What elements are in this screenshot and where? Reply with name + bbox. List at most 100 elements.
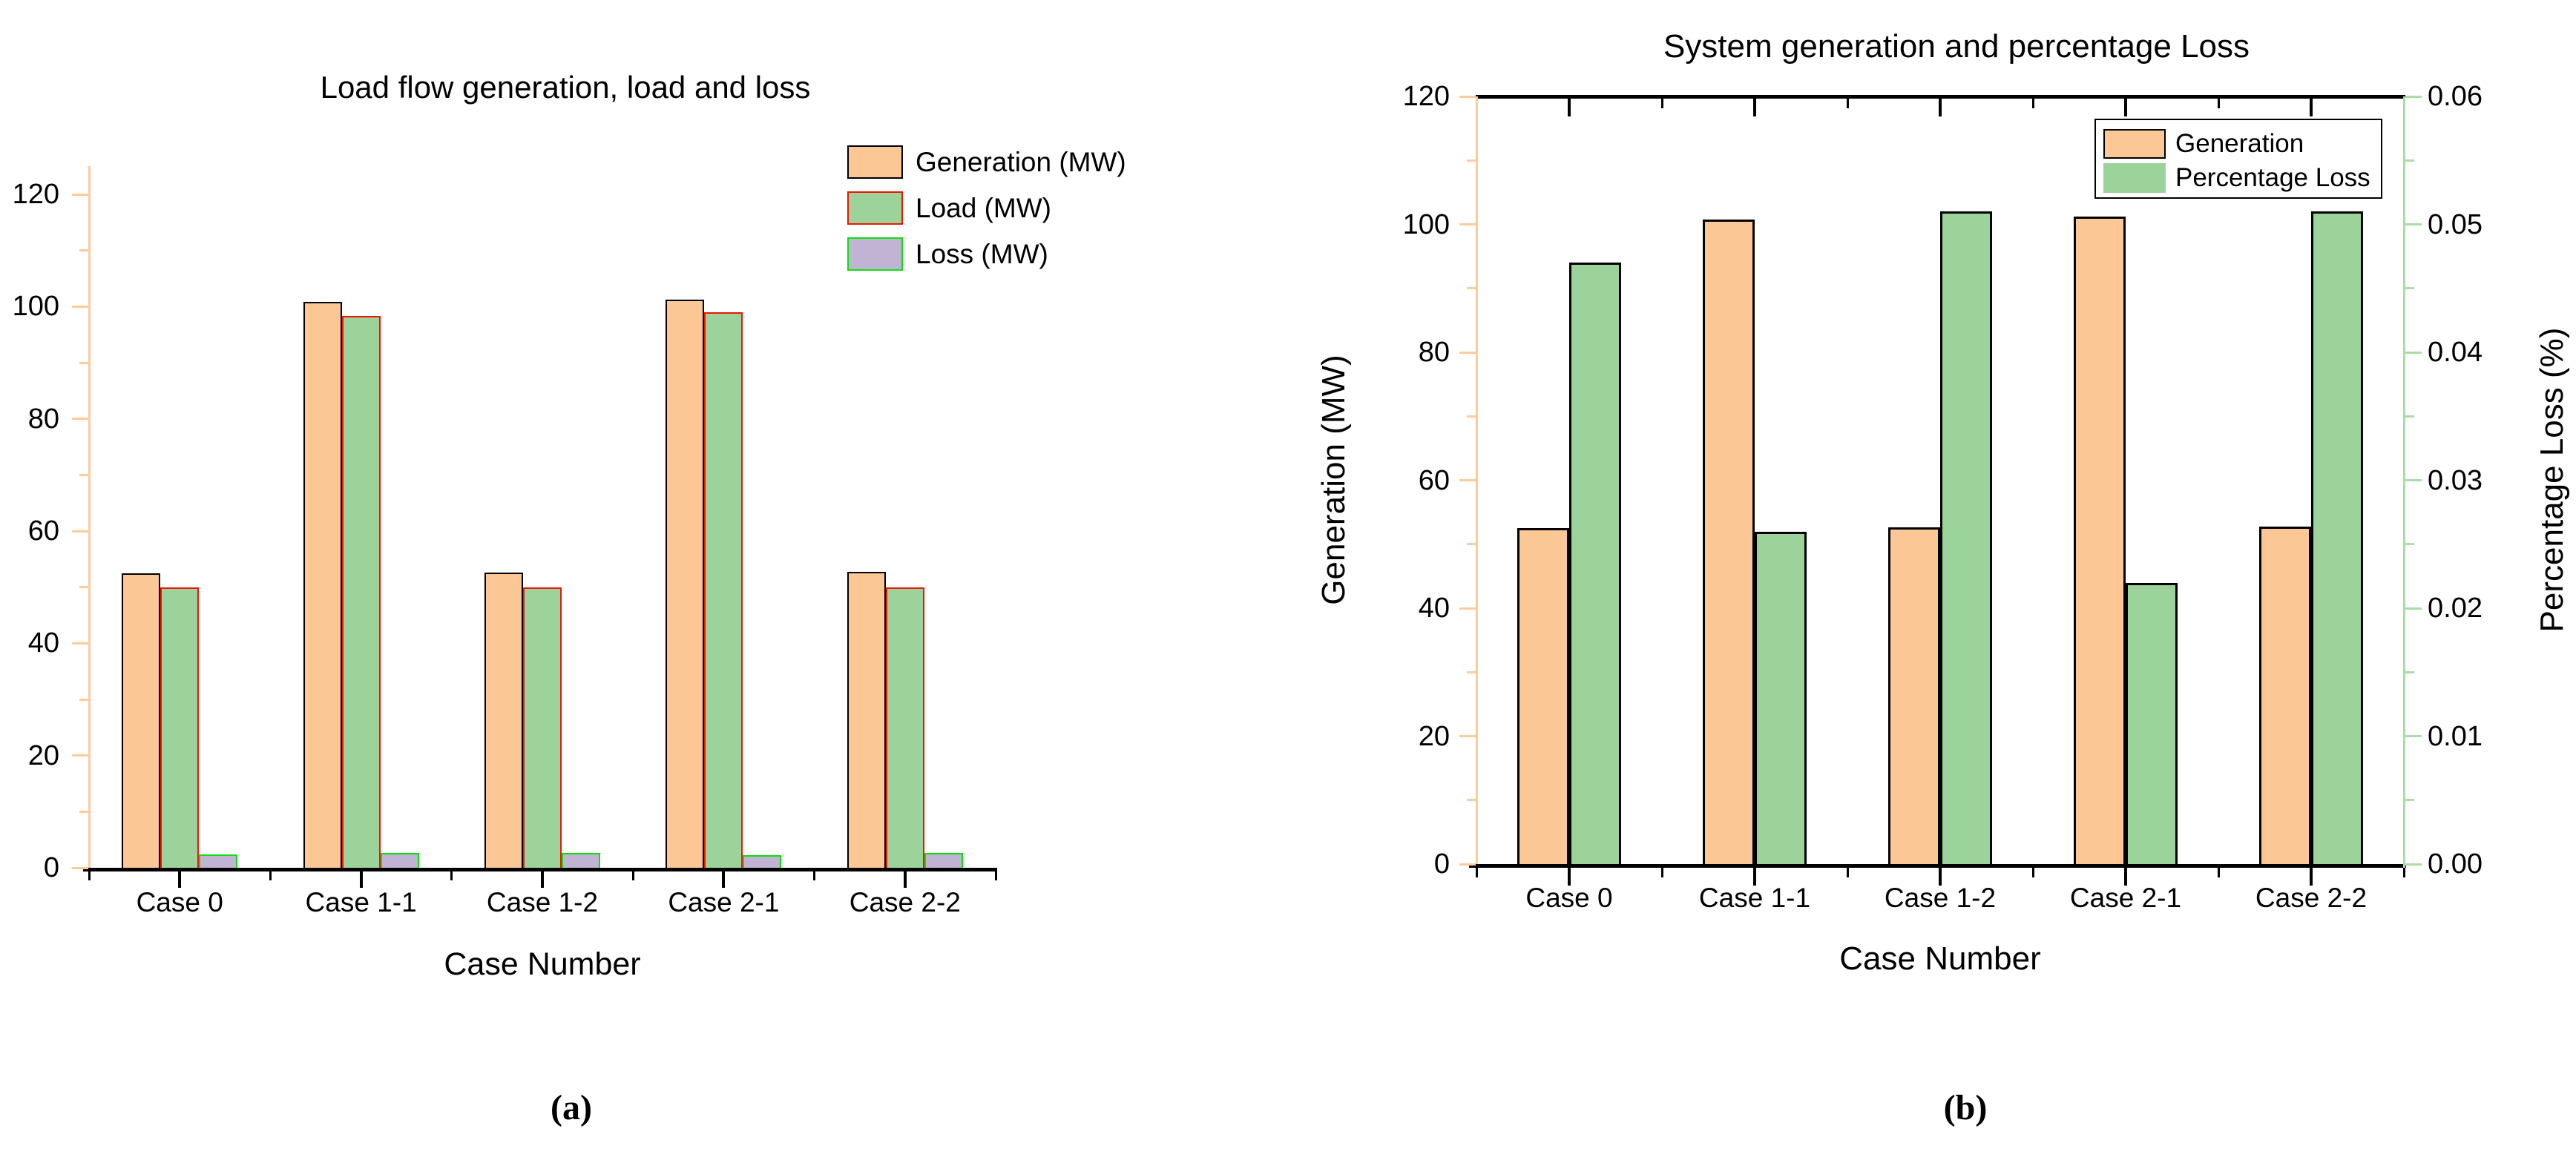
x-major-tick	[1568, 868, 1571, 886]
y-tick-label: 80	[27, 403, 59, 435]
y-left-tick-label: 20	[1418, 720, 1450, 752]
legend-label-generation-mw: Generation (MW)	[916, 147, 1126, 177]
y-left-major-tick	[1459, 607, 1476, 610]
x-major-tick	[1939, 868, 1942, 886]
bar-load-mw-case-1-1	[341, 316, 381, 868]
y-left-major-tick	[1459, 479, 1476, 481]
y-left-tick-label: 100	[1402, 208, 1450, 240]
y-minor-tick	[79, 698, 88, 701]
legend-swatch-load-mw	[847, 191, 903, 225]
top-major-tick	[1753, 98, 1756, 116]
legend-label-load-mw: Load (MW)	[916, 193, 1051, 223]
y-right-major-tick	[2405, 351, 2422, 354]
x-minor-tick	[450, 871, 453, 880]
x-minor-tick	[269, 871, 272, 880]
bar-loss-mw-case-0	[199, 854, 238, 868]
y-tick-label: 100	[12, 291, 59, 323]
caption-b: (b)	[1943, 1088, 1988, 1127]
bar-generation-case-0	[1517, 528, 1569, 864]
x-tick-label: Case 2-2	[849, 887, 961, 917]
y-major-tick	[71, 193, 88, 196]
top-minor-tick	[1846, 98, 1849, 108]
bar-percentage-loss-case-1-1	[1755, 531, 1807, 864]
bar-generation-mw-case-0	[122, 573, 161, 868]
x-axis-line	[1469, 864, 2406, 868]
y-left-minor-tick	[1466, 670, 1476, 673]
y-left-major-tick	[1459, 351, 1476, 354]
x-minor-tick	[1660, 868, 1663, 877]
x-major-tick	[1753, 868, 1756, 886]
bar-load-mw-case-2-2	[885, 587, 924, 868]
y-right-tick-label: 0.02	[2428, 593, 2483, 624]
y-right-major-tick	[2405, 863, 2422, 866]
bar-loss-mw-case-1-2	[562, 852, 600, 868]
legend-swatch-percentage-loss	[2103, 163, 2166, 193]
legend-label-loss-mw: Loss (MW)	[916, 239, 1048, 269]
x-tick-label: Case 1-2	[1884, 883, 1997, 913]
y-left-tick-label: 120	[1402, 81, 1450, 112]
bar-generation-mw-case-2-2	[847, 572, 886, 868]
y-right-minor-tick	[2405, 543, 2414, 546]
y-tick-label: 0	[43, 852, 59, 883]
y-minor-tick	[79, 586, 88, 589]
y-axis-line-left	[1475, 96, 1478, 864]
y-tick-label: 60	[27, 515, 59, 547]
x-minor-tick	[1846, 868, 1849, 877]
x-minor-tick	[1475, 868, 1478, 877]
y-left-tick-label: 40	[1418, 593, 1450, 624]
top-minor-tick	[2217, 98, 2220, 108]
x-major-tick	[359, 871, 363, 888]
y-right-tick-label: 0.01	[2428, 720, 2483, 752]
y-right-minor-tick	[2405, 415, 2414, 418]
chart-b-title: System generation and percentage Loss	[1663, 28, 2250, 65]
top-minor-tick	[2031, 98, 2034, 108]
x-tick-label: Case 0	[136, 887, 223, 917]
x-tick-label: Case 0	[1525, 883, 1613, 913]
x-minor-tick	[2402, 868, 2405, 877]
y-left-major-tick	[1459, 223, 1476, 225]
bar-loss-mw-case-2-2	[924, 852, 963, 868]
y-right-minor-tick	[2405, 287, 2414, 290]
y-left-minor-tick	[1466, 159, 1476, 162]
y-major-tick	[71, 642, 88, 645]
bar-generation-case-2-1	[2074, 217, 2126, 864]
y-right-minor-tick	[2405, 159, 2414, 162]
y-left-tick-label: 60	[1418, 464, 1450, 496]
bar-generation-mw-case-2-1	[666, 300, 705, 868]
x-major-tick	[2124, 868, 2127, 886]
x-axis-line	[83, 868, 997, 871]
bar-percentage-loss-case-0	[1569, 263, 1621, 864]
y-major-tick	[71, 866, 88, 869]
y-right-major-tick	[2405, 735, 2422, 737]
bar-generation-mw-case-1-2	[484, 572, 523, 868]
top-axis-line	[1475, 94, 2405, 99]
y-right-tick-label: 0.00	[2428, 848, 2483, 880]
top-major-tick	[2310, 98, 2313, 116]
bar-loss-mw-case-1-1	[380, 853, 419, 868]
chart-a-title: Load flow generation, load and loss	[320, 70, 811, 105]
y-major-tick	[71, 418, 88, 421]
bar-percentage-loss-case-1-2	[1940, 211, 1992, 864]
bar-load-mw-case-2-1	[704, 312, 743, 868]
bar-load-mw-case-1-2	[523, 587, 562, 868]
y-left-minor-tick	[1466, 287, 1476, 290]
y-right-minor-tick	[2405, 799, 2414, 802]
bar-generation-case-1-2	[1888, 527, 1940, 864]
x-minor-tick	[631, 871, 634, 880]
y-right-major-tick	[2405, 607, 2422, 610]
y-left-minor-tick	[1466, 543, 1476, 546]
y-right-tick-label: 0.03	[2428, 464, 2483, 496]
y-minor-tick	[79, 810, 88, 813]
x-major-tick	[541, 871, 544, 888]
y-left-minor-tick	[1466, 799, 1476, 802]
x-minor-tick	[813, 871, 816, 880]
y-tick-label: 120	[12, 179, 59, 210]
bar-percentage-loss-case-2-2	[2311, 211, 2363, 864]
chart-b-ylabel-left: Generation (MW)	[1315, 355, 1352, 605]
y-minor-tick	[79, 361, 88, 364]
bar-percentage-loss-case-2-1	[2126, 582, 2178, 864]
legend-label-percentage-loss: Percentage Loss	[2175, 163, 2370, 192]
x-minor-tick	[2031, 868, 2034, 877]
top-major-tick	[1939, 98, 1942, 116]
